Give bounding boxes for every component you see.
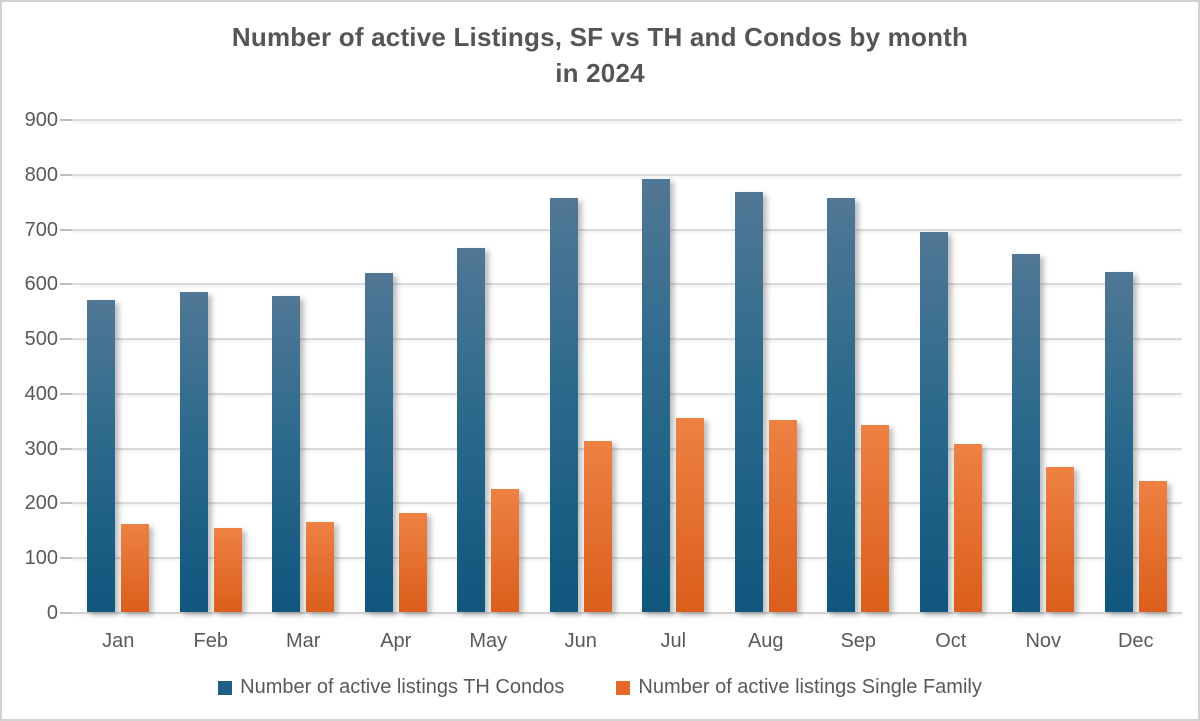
- month-group-aug: [720, 119, 813, 612]
- bar-th-jul: [642, 179, 671, 612]
- month-group-jun: [535, 119, 628, 612]
- x-axis-label-feb: Feb: [193, 630, 228, 652]
- legend-entry-single-family: Number of active listings Single Family: [616, 676, 982, 699]
- month-group-dec: [1090, 119, 1183, 612]
- gridline-600: [60, 283, 1182, 286]
- bar-th-nov: [1012, 253, 1041, 612]
- y-tick-0: [60, 612, 72, 614]
- x-axis-label-jul: Jul: [660, 630, 687, 652]
- bar-sf-feb: [213, 527, 242, 612]
- legend: Number of active listings TH Condos Numb…: [2, 676, 1198, 699]
- legend-label-single-family: Number of active listings Single Family: [638, 676, 982, 698]
- x-axis-labels: Jan Feb Mar Apr May Jun Jul Aug Sep Oct Nov Dec: [72, 630, 1182, 653]
- chart-title-line1: Number of active Listings, SF vs TH and …: [231, 22, 969, 52]
- y-axis-label-900: 900: [24, 109, 58, 131]
- gridline-100: [60, 557, 1182, 560]
- x-axis-label-apr: Apr: [380, 630, 412, 652]
- bar-sf-apr: [398, 512, 427, 612]
- month-group-feb: [165, 119, 258, 612]
- bar-sf-jun: [583, 440, 612, 612]
- y-tick-100: [60, 557, 72, 560]
- legend-swatch-th-condos-icon: [218, 680, 233, 695]
- bar-th-jan: [87, 299, 116, 612]
- x-axis-label-aug: Aug: [747, 630, 784, 652]
- chart-title: Number of active Listings, SF vs TH and …: [2, 19, 1198, 91]
- y-axis-label-400: 400: [24, 382, 58, 405]
- month-group-nov: [997, 119, 1090, 612]
- y-tick-300: [60, 447, 72, 450]
- month-group-sep: [812, 119, 905, 612]
- bar-th-mar: [272, 295, 301, 612]
- gridline-400: [60, 392, 1182, 395]
- bar-th-dec: [1104, 272, 1133, 612]
- y-axis-label-700: 700: [24, 218, 58, 241]
- month-group-oct: [905, 119, 998, 612]
- gridline-500: [60, 338, 1182, 341]
- y-tick-800: [60, 173, 72, 176]
- y-tick-500: [60, 338, 72, 341]
- y-axis-label-0: 0: [46, 602, 58, 624]
- gridline-700: [60, 228, 1182, 231]
- bar-th-may: [457, 247, 486, 612]
- bar-sf-sep: [861, 424, 890, 612]
- bar-th-feb: [179, 291, 208, 612]
- bar-th-jun: [549, 197, 578, 612]
- bar-sf-jul: [676, 417, 705, 612]
- y-axis-label-600: 600: [24, 273, 58, 296]
- legend-label-th-condos: Number of active listings TH Condos: [240, 676, 565, 698]
- x-axis-label-dec: Dec: [1117, 630, 1154, 652]
- bars-row: [72, 119, 1182, 612]
- y-axis-label-200: 200: [24, 492, 58, 515]
- bar-sf-aug: [768, 420, 797, 612]
- y-tick-200: [60, 502, 72, 505]
- bar-sf-mar: [306, 521, 335, 612]
- month-group-may: [442, 119, 535, 612]
- y-tick-400: [60, 392, 72, 395]
- y-tick-700: [60, 228, 72, 231]
- y-axis-label-300: 300: [24, 437, 58, 460]
- bar-th-sep: [827, 198, 856, 612]
- x-axis-label-jan: Jan: [102, 630, 135, 652]
- month-group-mar: [257, 119, 350, 612]
- month-group-jul: [627, 119, 720, 612]
- y-axis-labels: 0 100 200 300 400 500 600 700 800 900: [10, 110, 58, 623]
- gridline-800: [60, 173, 1182, 176]
- y-tick-900: [60, 119, 72, 121]
- x-axis-label-jun: Jun: [564, 630, 597, 652]
- bar-sf-nov: [1046, 466, 1075, 612]
- month-group-apr: [350, 119, 443, 612]
- bar-th-apr: [364, 273, 393, 612]
- bar-sf-dec: [1138, 481, 1167, 612]
- x-axis-label-oct: Oct: [935, 630, 967, 652]
- legend-swatch-single-family-icon: [616, 680, 631, 695]
- gridline-300: [60, 447, 1182, 450]
- y-axis-label-500: 500: [24, 328, 58, 351]
- bar-sf-jan: [121, 523, 150, 612]
- y-tick-600: [60, 283, 72, 286]
- y-axis-label-800: 800: [24, 163, 58, 186]
- chart-title-line2: in 2024: [555, 58, 645, 88]
- month-group-jan: [72, 119, 165, 612]
- bar-sf-oct: [953, 444, 982, 612]
- legend-entry-th-condos: Number of active listings TH Condos: [218, 676, 564, 699]
- plot-area: [60, 119, 1182, 614]
- bar-sf-may: [491, 489, 520, 612]
- bar-th-oct: [919, 231, 948, 612]
- x-axis-label-may: May: [469, 630, 508, 652]
- y-axis-label-100: 100: [24, 547, 58, 570]
- gridline-0: [60, 612, 1182, 614]
- x-axis-label-mar: Mar: [286, 630, 321, 652]
- x-axis-label-nov: Nov: [1025, 630, 1062, 652]
- gridline-200: [60, 502, 1182, 505]
- x-axis-label-sep: Sep: [840, 630, 877, 652]
- bar-th-aug: [734, 192, 763, 612]
- gridline-900: [60, 119, 1182, 121]
